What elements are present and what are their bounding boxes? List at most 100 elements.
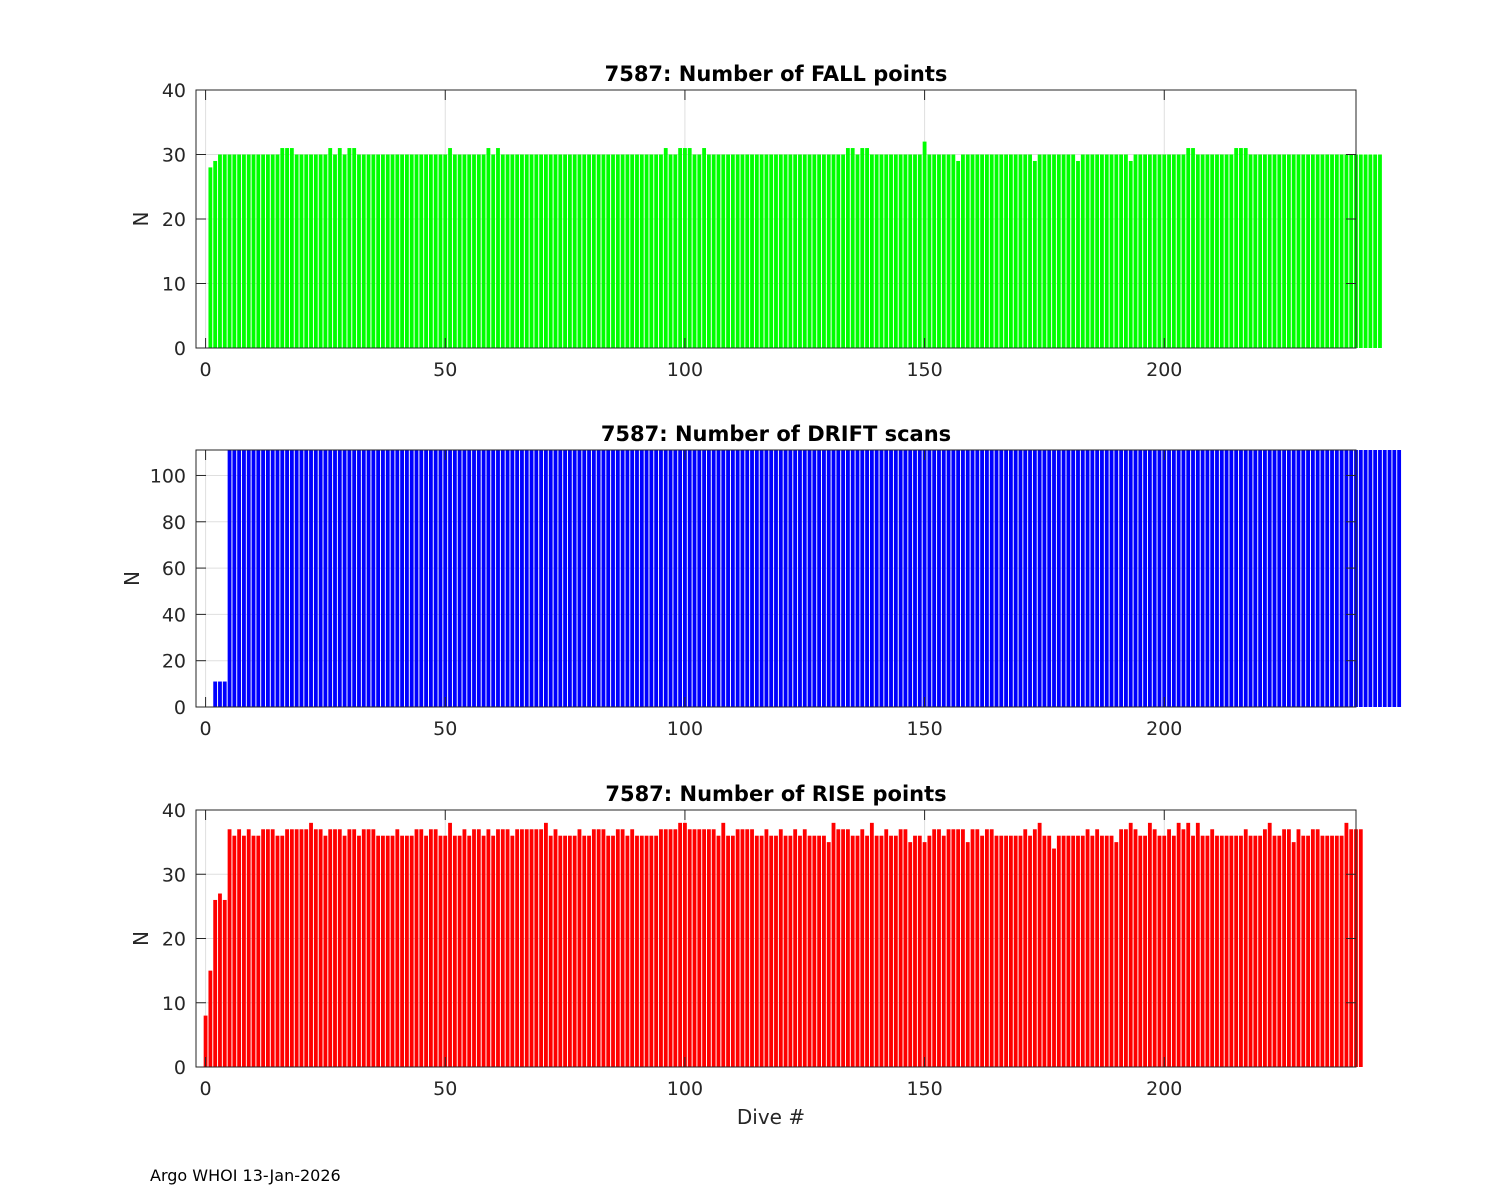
bar [845, 829, 850, 1067]
bar [1042, 835, 1047, 1067]
bar [855, 450, 860, 707]
bar [222, 899, 227, 1067]
bar [524, 450, 529, 707]
bar [1219, 835, 1224, 1067]
bar [822, 154, 826, 348]
bar [946, 450, 951, 707]
bar [1306, 835, 1310, 1067]
bar [548, 835, 553, 1067]
bar [706, 829, 711, 1067]
bar [927, 450, 932, 707]
bar [333, 829, 337, 1067]
bar [1344, 450, 1349, 707]
x-tick-label: 50 [433, 1078, 457, 1100]
bar [697, 154, 702, 348]
bar [850, 450, 855, 707]
bar [385, 154, 390, 348]
bar [898, 829, 903, 1067]
bar [1061, 154, 1066, 348]
bar [611, 450, 615, 707]
bar [1071, 835, 1076, 1067]
bar [289, 148, 294, 348]
bar [860, 829, 865, 1067]
bar [1133, 154, 1138, 348]
bar [822, 450, 826, 707]
bar [1152, 829, 1157, 1067]
bar [692, 829, 697, 1067]
bar [1286, 154, 1291, 348]
bar [1330, 450, 1334, 707]
bar [1037, 822, 1042, 1067]
bar [309, 450, 313, 707]
y-tick-label: 40 [162, 800, 186, 822]
bar [850, 148, 855, 348]
bar [884, 154, 889, 348]
bar [572, 835, 577, 1067]
bar [467, 450, 472, 707]
bar [802, 154, 807, 348]
bar [1378, 154, 1382, 348]
bar [932, 154, 937, 348]
bar [615, 154, 620, 348]
bar [625, 450, 630, 707]
bar [1200, 835, 1205, 1067]
bar [639, 154, 644, 348]
bar [1363, 154, 1368, 348]
bar [874, 154, 879, 348]
bar [1167, 450, 1171, 707]
bar [333, 450, 337, 707]
bar [1013, 835, 1018, 1067]
bar [285, 829, 289, 1067]
bar [807, 450, 812, 707]
bar [1349, 450, 1354, 707]
bar [750, 450, 754, 707]
bar [1215, 835, 1219, 1067]
bar [544, 450, 548, 707]
bar [1080, 450, 1085, 707]
bar [1286, 829, 1291, 1067]
bar [304, 154, 309, 348]
bar [778, 450, 783, 707]
bar [826, 154, 831, 348]
bar [481, 154, 486, 348]
bar [1325, 835, 1330, 1067]
bar [395, 450, 400, 707]
bar [448, 822, 452, 1067]
bar [567, 835, 572, 1067]
bar [1382, 450, 1387, 707]
bar [357, 835, 361, 1067]
bar [1018, 835, 1023, 1067]
bar [1301, 450, 1306, 707]
bar [1296, 829, 1301, 1067]
bar [1349, 154, 1354, 348]
bar [1306, 450, 1310, 707]
bar [419, 829, 424, 1067]
bar [984, 154, 989, 348]
bar [591, 829, 596, 1067]
bar [452, 154, 457, 348]
bar [270, 154, 275, 348]
bar [946, 154, 951, 348]
bar [515, 154, 520, 348]
bar [903, 154, 908, 348]
bar [265, 450, 270, 707]
bar [428, 450, 433, 707]
bar [735, 829, 740, 1067]
bar [323, 835, 328, 1067]
bar [687, 450, 692, 707]
bar [769, 450, 774, 707]
bar [246, 154, 251, 348]
bar [222, 681, 227, 707]
bar [510, 154, 515, 348]
bar [1071, 450, 1076, 707]
bar [908, 450, 913, 707]
bar [299, 154, 304, 348]
bar [381, 154, 385, 348]
bar [385, 450, 390, 707]
bar [615, 450, 620, 707]
bar [328, 450, 333, 707]
bar [654, 154, 659, 348]
bar [381, 450, 385, 707]
bar [1286, 450, 1291, 707]
bar [1119, 829, 1124, 1067]
